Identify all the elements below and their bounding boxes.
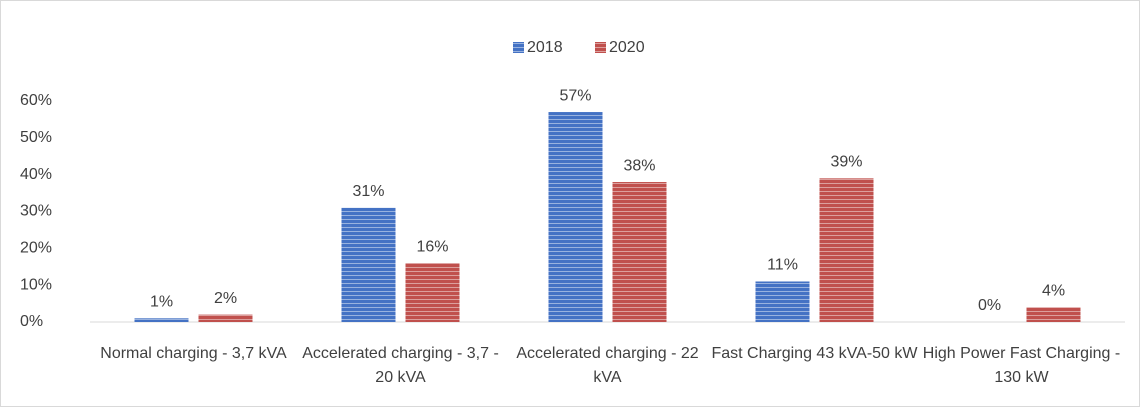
bar [405, 263, 460, 322]
bar [819, 178, 874, 322]
data-label: 0% [978, 297, 1001, 314]
legend-swatch [513, 42, 524, 53]
y-tick-label: 60% [20, 92, 52, 109]
bar [755, 281, 810, 322]
y-tick-label: 30% [20, 203, 52, 220]
y-tick-label: 0% [20, 313, 43, 330]
x-tick-label: Accelerated charging - 22 kVA [516, 345, 699, 386]
y-tick-label: 10% [20, 276, 52, 293]
x-tick-label: High Power Fast Charging - 130 kW [922, 345, 1121, 386]
bar [198, 314, 253, 322]
bar [1026, 307, 1081, 322]
data-label: 4% [1042, 282, 1065, 299]
y-tick-label: 50% [20, 129, 52, 146]
y-tick-label: 20% [20, 240, 52, 257]
legend-label: 2018 [527, 39, 563, 56]
data-label: 2% [214, 290, 237, 307]
data-label: 38% [623, 157, 655, 174]
bar [612, 182, 667, 322]
bar [134, 318, 189, 322]
x-tick-label: Normal charging - 3,7 kVA [100, 345, 287, 362]
data-label: 11% [767, 257, 798, 274]
data-label: 16% [416, 238, 448, 255]
data-label: 57% [559, 87, 591, 104]
x-tick-label: Fast Charging 43 kVA-50 kW [711, 345, 918, 362]
bar [548, 112, 603, 322]
y-tick-label: 40% [20, 166, 52, 183]
x-tick-label: Accelerated charging - 3,7 - 20 kVA [302, 345, 499, 386]
legend-label: 2020 [609, 39, 645, 56]
bar [341, 207, 396, 322]
data-label: 31% [352, 183, 384, 200]
legend-swatch [595, 42, 606, 53]
data-label: 39% [830, 154, 862, 171]
data-label: 1% [150, 294, 173, 311]
